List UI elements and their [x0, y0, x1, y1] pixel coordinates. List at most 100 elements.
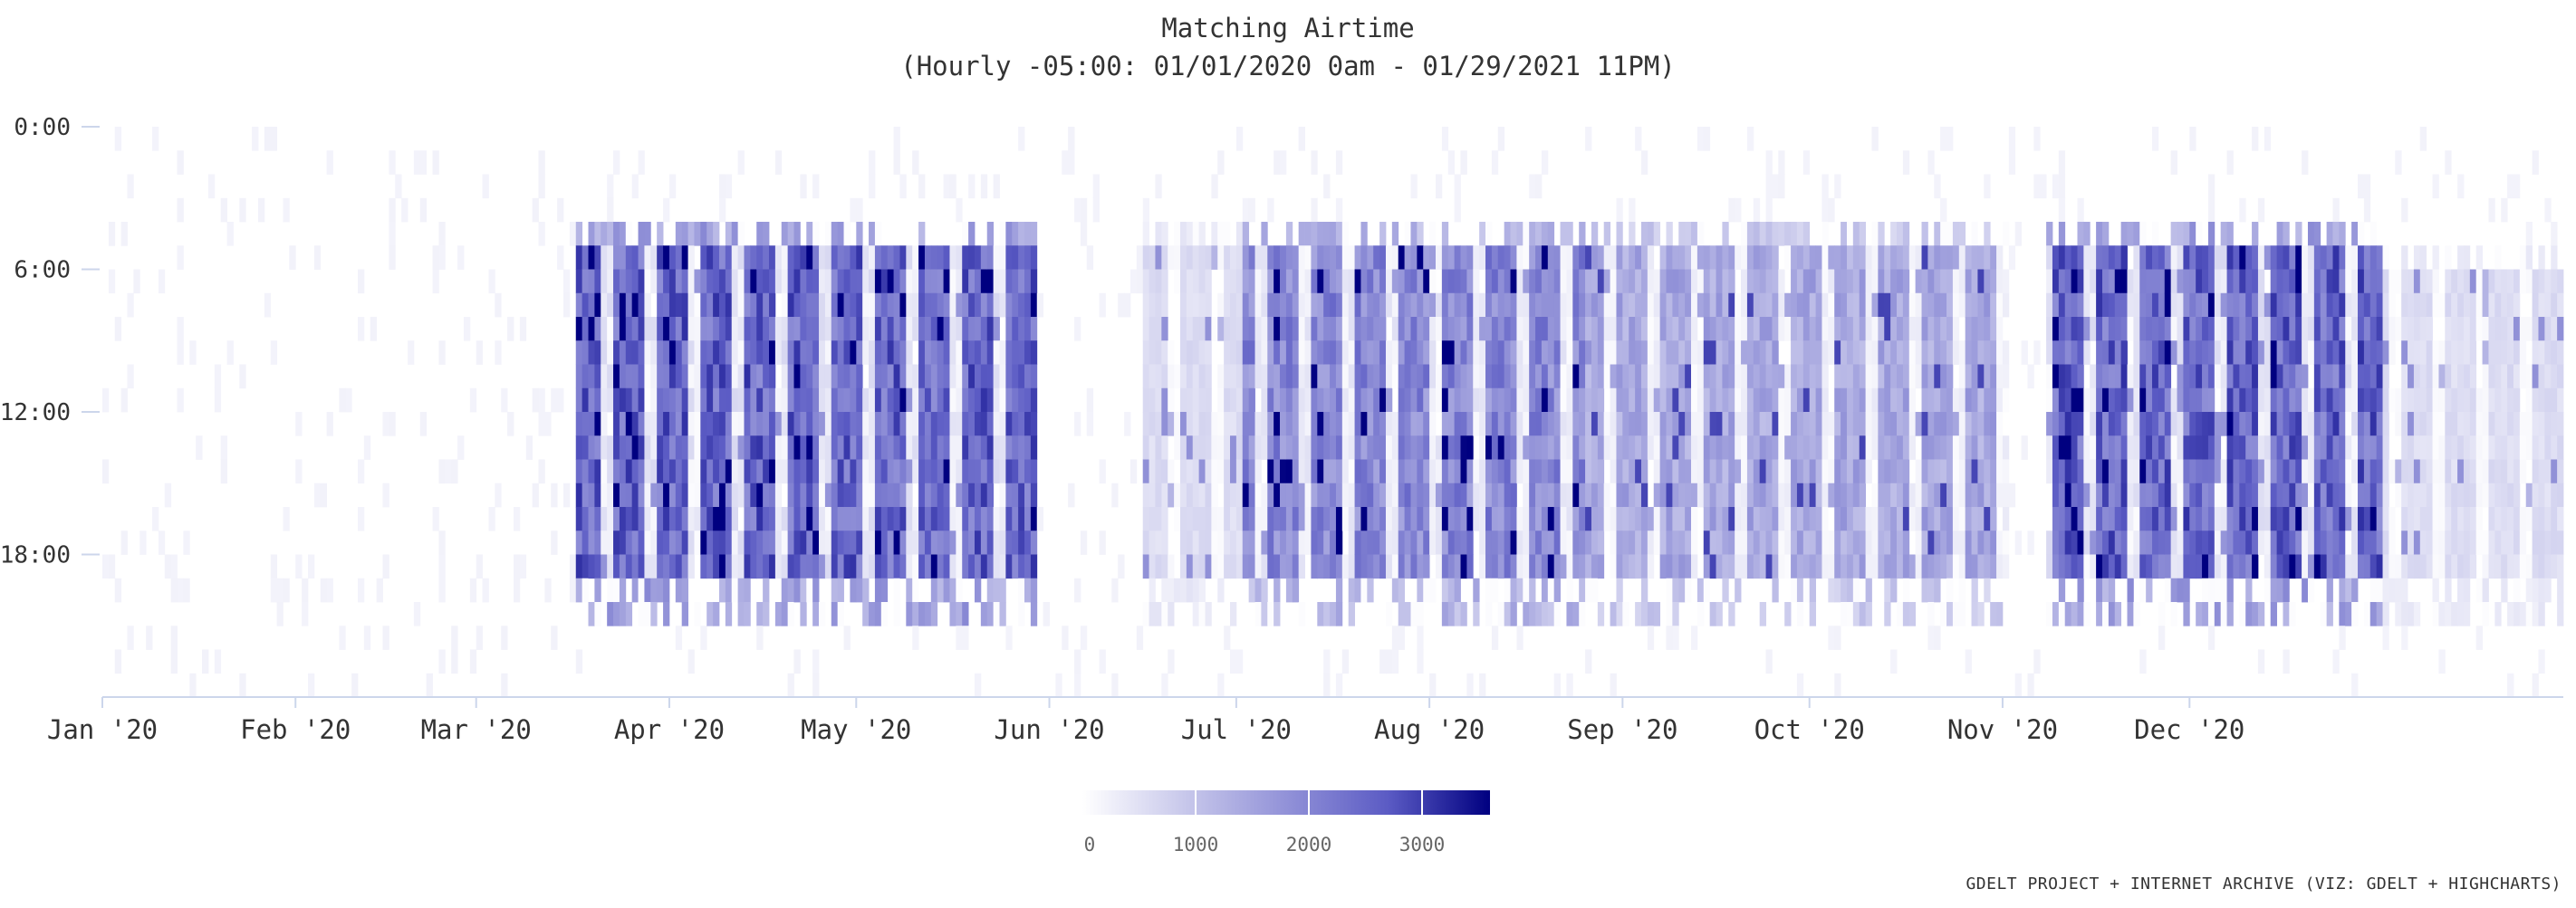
- heatmap-cell: [2183, 317, 2190, 341]
- heatmap-cell: [1977, 292, 1985, 318]
- heatmap-cell: [594, 554, 601, 579]
- heatmap-cell: [1379, 483, 1387, 508]
- heatmap-cell: [2313, 412, 2321, 436]
- heatmap-cell: [2363, 530, 2371, 555]
- heatmap-cell: [880, 435, 889, 460]
- heatmap-cell: [675, 269, 683, 294]
- heatmap-cell: [2170, 530, 2177, 555]
- heatmap-cell: [619, 602, 627, 626]
- heatmap-cell: [631, 578, 639, 603]
- heatmap-cell: [725, 174, 733, 199]
- heatmap-cell: [943, 412, 950, 436]
- heatmap-cell: [1298, 292, 1305, 318]
- heatmap-cell: [1292, 292, 1300, 318]
- heatmap-cell: [594, 459, 601, 484]
- heatmap-cell: [2283, 578, 2290, 603]
- heatmap-cell: [1759, 245, 1766, 270]
- heatmap-cell: [2252, 364, 2259, 389]
- heatmap-cell: [2401, 197, 2408, 223]
- heatmap-cell: [1274, 245, 1281, 270]
- heatmap-cell: [1865, 554, 1872, 579]
- heatmap-cell: [1809, 435, 1816, 460]
- heatmap-cell: [862, 483, 870, 508]
- heatmap-cell: [2313, 340, 2321, 365]
- heatmap-cell: [1616, 483, 1623, 508]
- heatmap-cell: [718, 554, 726, 579]
- heatmap-cell: [1235, 340, 1244, 365]
- heatmap-cell: [1099, 530, 1106, 555]
- heatmap-cell: [899, 412, 907, 436]
- heatmap-cell: [625, 459, 633, 484]
- heatmap-cell: [2058, 222, 2066, 246]
- heatmap-cell: [887, 459, 894, 484]
- heatmap-cell: [2401, 435, 2408, 460]
- heatmap-cell: [831, 340, 839, 365]
- heatmap-cell: [2183, 459, 2190, 484]
- heatmap-cell: [2220, 364, 2227, 389]
- heatmap-cell: [1977, 530, 1985, 555]
- heatmap-cell: [1341, 364, 1350, 389]
- heatmap-cell: [1716, 602, 1723, 626]
- heatmap-cell: [2363, 554, 2371, 579]
- heatmap-cell: [1603, 245, 1610, 270]
- heatmap-cell: [2101, 554, 2110, 579]
- heatmap-cell: [1441, 412, 1449, 436]
- heatmap-cell: [1927, 507, 1935, 531]
- heatmap-cell: [675, 483, 683, 508]
- heatmap-cell: [1741, 364, 1748, 389]
- heatmap-cell: [1298, 507, 1305, 531]
- heatmap-cell: [1423, 292, 1430, 318]
- heatmap-cell: [638, 292, 645, 318]
- heatmap-cell: [700, 387, 707, 413]
- heatmap-cell: [880, 507, 889, 531]
- heatmap-cell: [2046, 530, 2053, 555]
- heatmap-cell: [1616, 364, 1623, 389]
- heatmap-cell: [1716, 292, 1723, 318]
- heatmap-cell: [1560, 554, 1567, 579]
- heatmap-cell: [2158, 364, 2166, 389]
- heatmap-cell: [1802, 387, 1811, 413]
- heatmap-cell: [1341, 483, 1350, 508]
- heatmap-cell: [2469, 530, 2477, 555]
- heatmap-cell: [2170, 150, 2177, 175]
- heatmap-cell: [2196, 435, 2203, 460]
- heatmap-cell: [1635, 435, 1642, 460]
- legend-tick-label: 2000: [1286, 834, 1332, 855]
- heatmap-cell: [744, 483, 751, 508]
- heatmap-cell: [1585, 292, 1592, 318]
- heatmap-cell: [800, 507, 807, 531]
- heatmap-cell: [893, 364, 900, 389]
- heatmap-cell: [713, 530, 720, 555]
- heatmap-cell: [2289, 530, 2296, 555]
- heatmap-cell: [1958, 245, 1966, 270]
- heatmap-cell: [295, 412, 303, 436]
- heatmap-cell: [1304, 412, 1312, 436]
- heatmap-cell: [2532, 269, 2539, 294]
- heatmap-cell: [1504, 483, 1511, 508]
- heatmap-cell: [2525, 269, 2533, 294]
- heatmap-cell: [781, 292, 789, 318]
- heatmap-cell: [781, 222, 789, 246]
- heatmap-cell: [538, 412, 545, 436]
- heatmap-cell: [1024, 554, 1032, 579]
- heatmap-cell: [980, 174, 988, 199]
- heatmap-cell: [2264, 530, 2272, 555]
- heatmap-cell: [763, 269, 770, 294]
- heatmap-cell: [1841, 483, 1848, 508]
- heatmap-cell: [1984, 507, 1991, 531]
- heatmap-cell: [2189, 554, 2196, 579]
- heatmap-cell: [1261, 222, 1268, 246]
- heatmap-cell: [2257, 649, 2265, 674]
- heatmap-cell: [1404, 387, 1411, 413]
- heatmap-cell: [2158, 269, 2166, 294]
- heatmap-cell: [1971, 364, 1978, 389]
- heatmap-cell: [1996, 554, 2004, 579]
- heatmap-cell: [2532, 387, 2539, 413]
- heatmap-cell: [1030, 292, 1038, 318]
- heatmap-cell: [2239, 269, 2246, 294]
- heatmap-cell: [1497, 364, 1505, 389]
- heatmap-cell: [1946, 435, 1954, 460]
- heatmap-cell: [1915, 245, 1922, 270]
- heatmap-cell: [2052, 507, 2060, 531]
- heatmap-cell: [625, 387, 633, 413]
